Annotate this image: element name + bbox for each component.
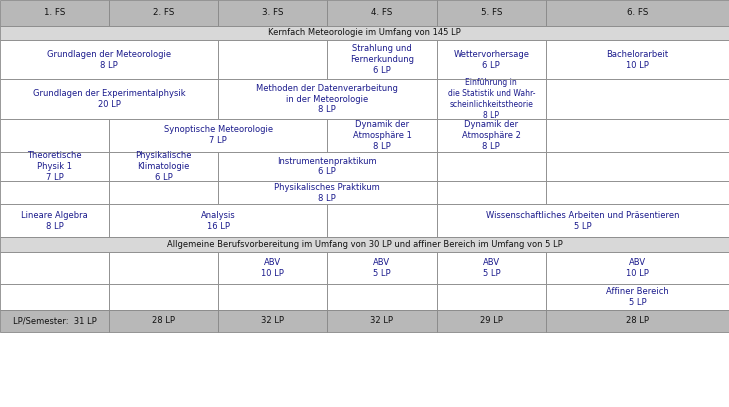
Bar xyxy=(109,284,218,310)
Bar xyxy=(0,237,729,252)
Bar xyxy=(546,310,729,332)
Bar xyxy=(109,204,327,237)
Text: 4. FS: 4. FS xyxy=(371,8,393,18)
Text: 28 LP: 28 LP xyxy=(626,316,649,326)
Text: Dynamik der
Atmosphäre 1
8 LP: Dynamik der Atmosphäre 1 8 LP xyxy=(353,120,411,151)
Bar xyxy=(546,152,729,181)
Bar xyxy=(109,0,218,26)
Bar xyxy=(0,79,218,119)
Text: Physikalische
Klimatologie
6 LP: Physikalische Klimatologie 6 LP xyxy=(135,151,192,182)
Text: Kernfach Meteorologie im Umfang von 145 LP: Kernfach Meteorologie im Umfang von 145 … xyxy=(268,28,461,37)
Bar xyxy=(437,181,546,204)
Bar xyxy=(218,152,437,181)
Text: 6. FS: 6. FS xyxy=(627,8,648,18)
Bar xyxy=(0,0,109,26)
Bar xyxy=(109,181,218,204)
Text: Allgemeine Berufsvorbereitung im Umfang von 30 LP und affiner Bereich im Umfang : Allgemeine Berufsvorbereitung im Umfang … xyxy=(167,240,562,249)
Bar xyxy=(546,119,729,152)
Text: Instrumentenpraktikum
6 LP: Instrumentenpraktikum 6 LP xyxy=(278,157,377,176)
Text: ABV
10 LP: ABV 10 LP xyxy=(626,258,649,278)
Text: 32 LP: 32 LP xyxy=(261,316,284,326)
Bar xyxy=(0,252,109,284)
Bar xyxy=(546,284,729,310)
Bar xyxy=(327,0,437,26)
Text: 32 LP: 32 LP xyxy=(370,316,394,326)
Bar xyxy=(327,310,437,332)
Bar xyxy=(109,310,218,332)
Text: Affiner Bereich
5 LP: Affiner Bereich 5 LP xyxy=(606,287,669,307)
Text: LP/Semester:  31 LP: LP/Semester: 31 LP xyxy=(12,316,96,326)
Text: Theoretische
Physik 1
7 LP: Theoretische Physik 1 7 LP xyxy=(27,151,82,182)
Text: ABV
5 LP: ABV 5 LP xyxy=(483,258,500,278)
Text: Wissenschaftliches Arbeiten und Präsentieren
5 LP: Wissenschaftliches Arbeiten und Präsenti… xyxy=(486,211,679,231)
Bar xyxy=(0,26,729,40)
Bar xyxy=(218,310,327,332)
Text: ABV
5 LP: ABV 5 LP xyxy=(373,258,391,278)
Text: 5. FS: 5. FS xyxy=(480,8,502,18)
Text: Grundlagen der Experimentalphysik
20 LP: Grundlagen der Experimentalphysik 20 LP xyxy=(33,89,185,109)
Bar xyxy=(0,119,109,152)
Bar xyxy=(437,40,546,79)
Bar xyxy=(437,204,729,237)
Text: Bachelorarbeit
10 LP: Bachelorarbeit 10 LP xyxy=(607,50,668,70)
Bar xyxy=(327,252,437,284)
Bar xyxy=(327,40,437,79)
Text: 2. FS: 2. FS xyxy=(153,8,174,18)
Bar xyxy=(546,252,729,284)
Bar xyxy=(437,252,546,284)
Bar xyxy=(327,284,437,310)
Bar xyxy=(327,204,437,237)
Bar xyxy=(546,0,729,26)
Text: Dynamik der
Atmosphäre 2
8 LP: Dynamik der Atmosphäre 2 8 LP xyxy=(462,120,521,151)
Bar xyxy=(218,252,327,284)
Text: ABV
10 LP: ABV 10 LP xyxy=(261,258,284,278)
Bar xyxy=(0,40,218,79)
Bar xyxy=(109,252,218,284)
Bar xyxy=(0,310,109,332)
Bar xyxy=(437,152,546,181)
Text: Grundlagen der Meteorologie
8 LP: Grundlagen der Meteorologie 8 LP xyxy=(47,50,171,70)
Text: Wettervorhersage
6 LP: Wettervorhersage 6 LP xyxy=(453,50,529,70)
Bar xyxy=(0,284,109,310)
Bar xyxy=(109,152,218,181)
Text: Methoden der Datenverarbeitung
in der Meteorologie
8 LP: Methoden der Datenverarbeitung in der Me… xyxy=(257,84,398,114)
Bar xyxy=(0,181,109,204)
Bar xyxy=(437,310,546,332)
Bar xyxy=(218,79,437,119)
Text: 1. FS: 1. FS xyxy=(44,8,65,18)
Bar xyxy=(437,119,546,152)
Bar xyxy=(109,119,327,152)
Text: Physikalisches Praktikum
8 LP: Physikalisches Praktikum 8 LP xyxy=(274,183,381,203)
Text: Lineare Algebra
8 LP: Lineare Algebra 8 LP xyxy=(21,211,88,231)
Text: Einführung in
die Statistik und Wahr-
scheinlichkeitstheorie
8 LP: Einführung in die Statistik und Wahr- sc… xyxy=(448,79,535,120)
Bar xyxy=(437,0,546,26)
Bar xyxy=(437,284,546,310)
Bar xyxy=(0,204,109,237)
Text: 3. FS: 3. FS xyxy=(262,8,284,18)
Bar xyxy=(218,181,437,204)
Bar xyxy=(546,79,729,119)
Text: Strahlung und
Fernerkundung
6 LP: Strahlung und Fernerkundung 6 LP xyxy=(350,44,414,75)
Bar xyxy=(546,181,729,204)
Bar xyxy=(327,119,437,152)
Bar xyxy=(546,40,729,79)
Bar xyxy=(0,152,109,181)
Text: Analysis
16 LP: Analysis 16 LP xyxy=(200,211,235,231)
Bar xyxy=(218,284,327,310)
Bar xyxy=(437,79,546,119)
Bar xyxy=(218,40,327,79)
Text: Synoptische Meteorologie
7 LP: Synoptische Meteorologie 7 LP xyxy=(163,125,273,145)
Bar xyxy=(218,0,327,26)
Text: 29 LP: 29 LP xyxy=(480,316,503,326)
Text: 28 LP: 28 LP xyxy=(152,316,175,326)
